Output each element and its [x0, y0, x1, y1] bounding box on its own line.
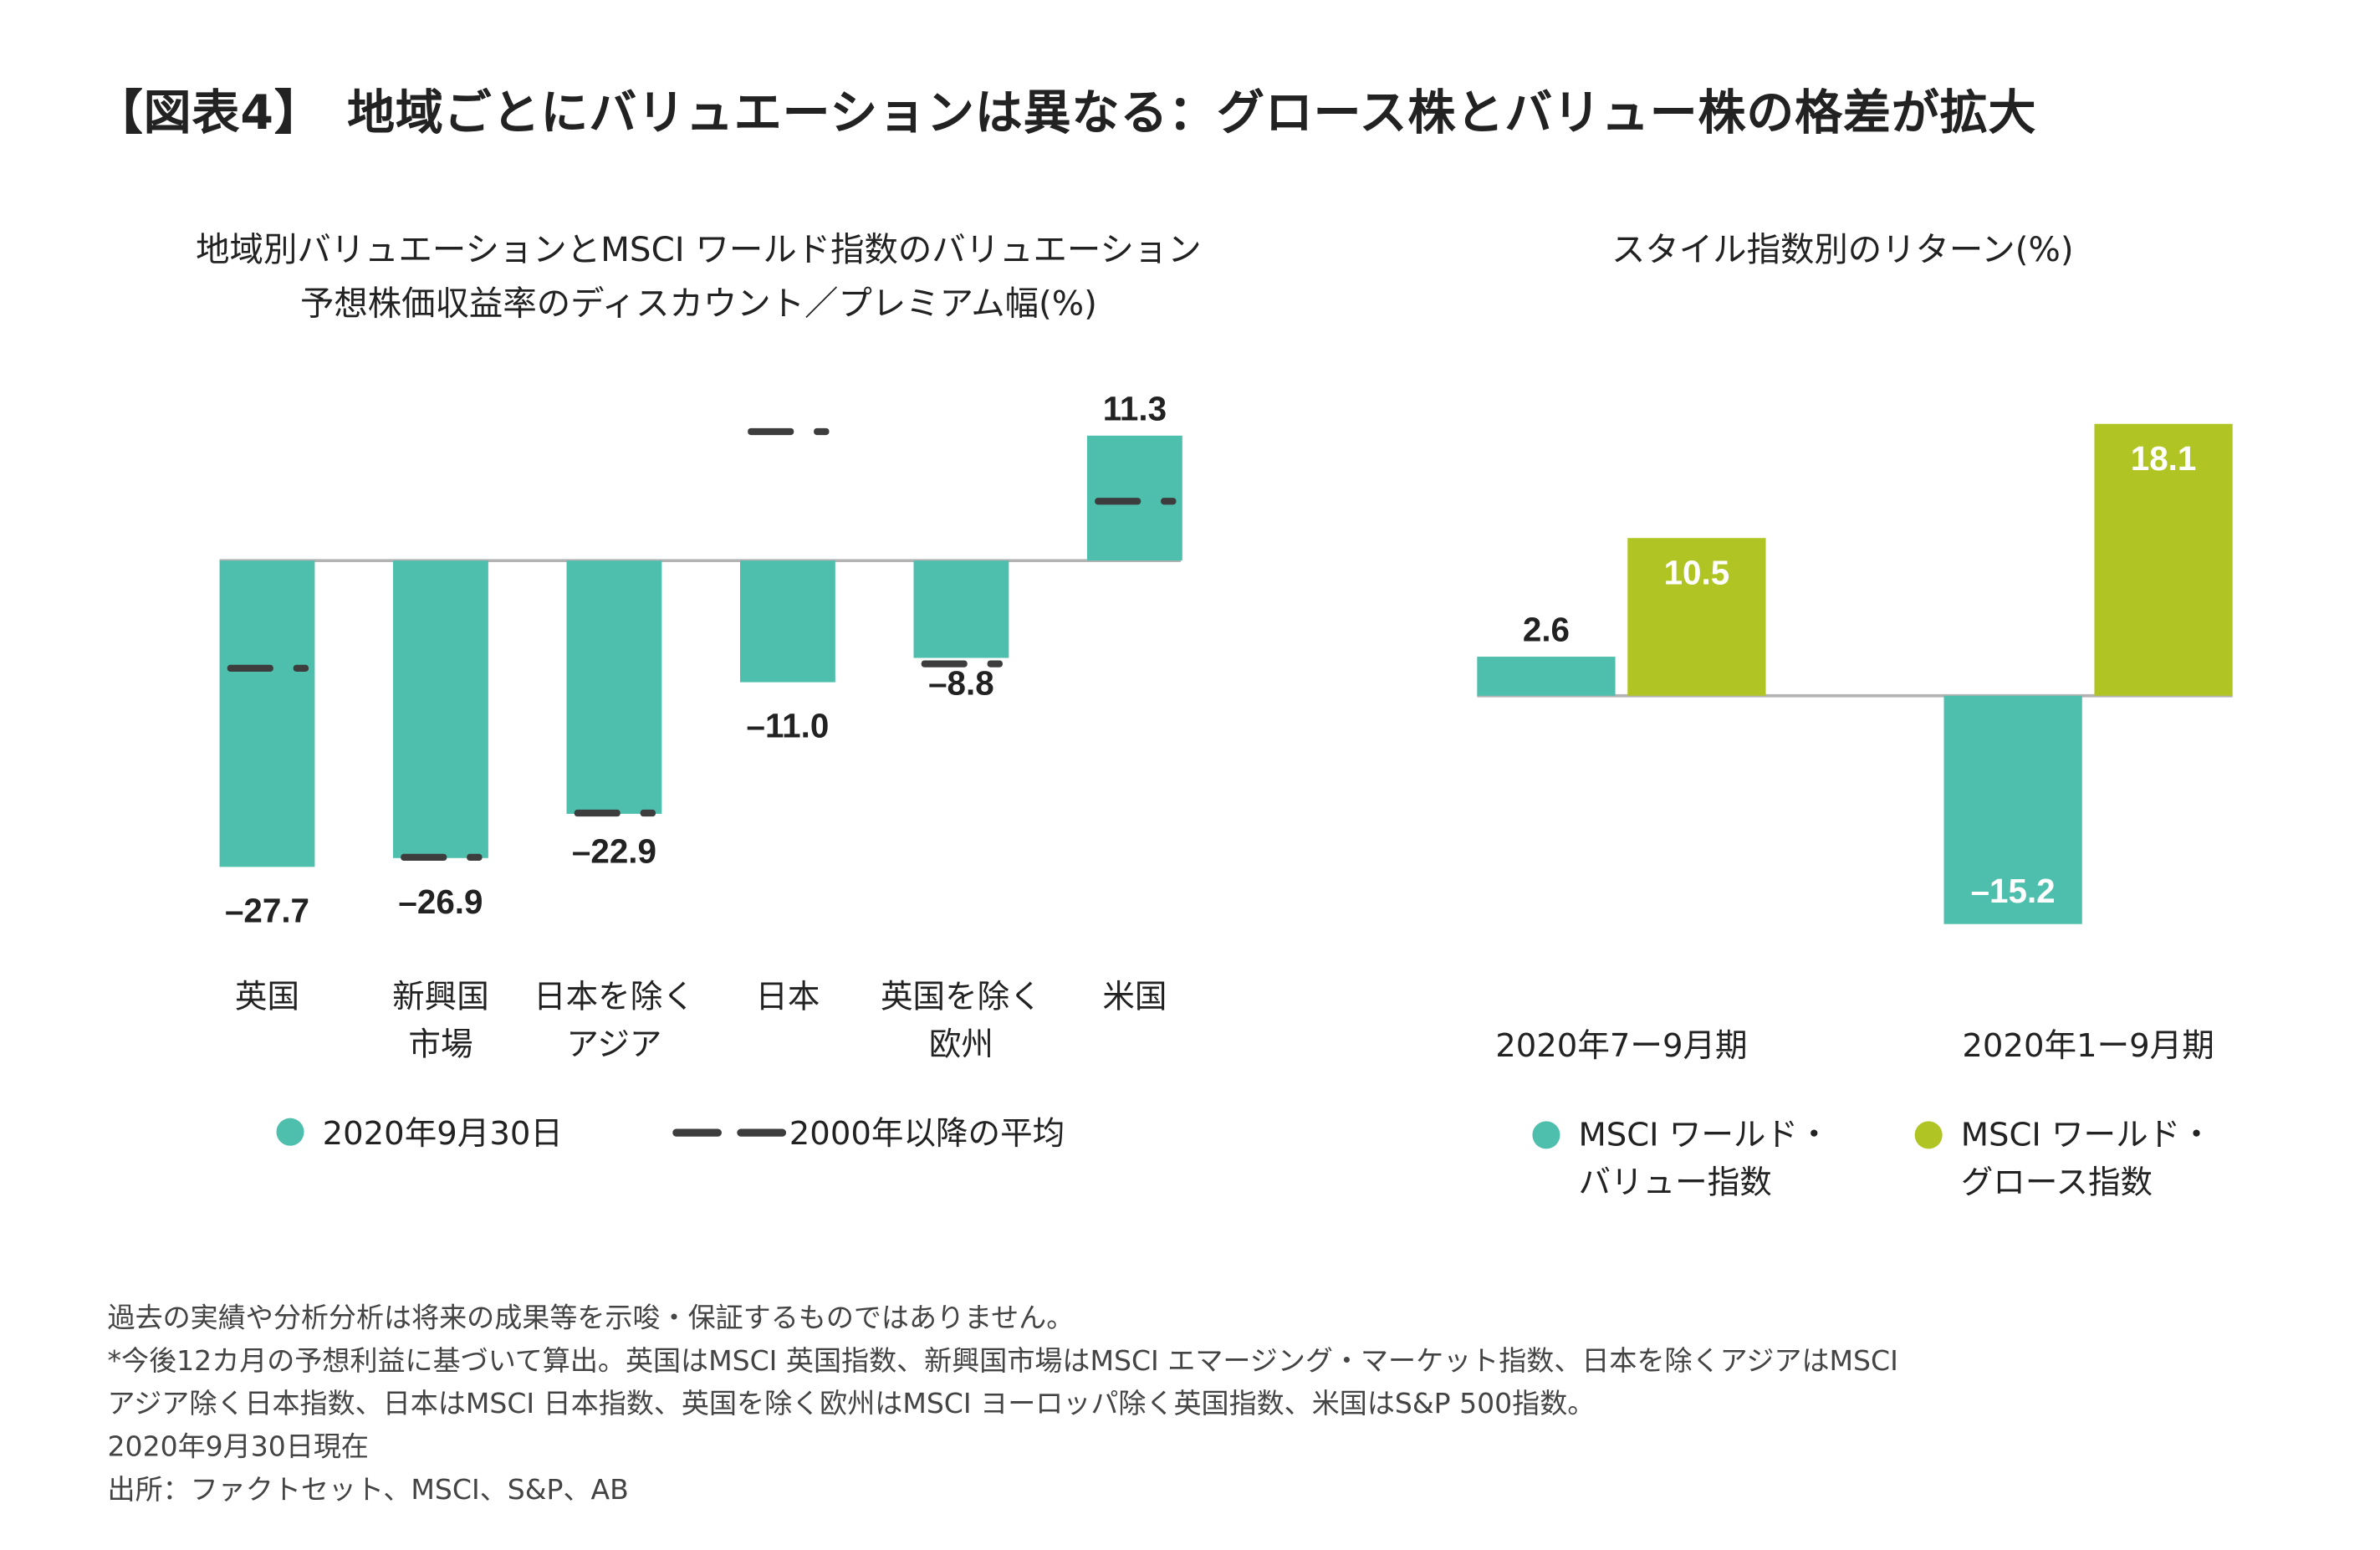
legend-label: MSCI ワールド・	[1578, 1116, 1831, 1154]
category-label-line: 日本	[755, 978, 820, 1015]
average-marker	[640, 809, 656, 817]
bar	[393, 560, 488, 858]
average-marker	[1161, 498, 1177, 505]
legend-item-growth: MSCI ワールド・ グロース指数	[1914, 1112, 2213, 1207]
footnote: 出所：ファクトセット、MSCI、S&P、AB	[107, 1474, 629, 1507]
footnote: アジア除く日本指数、日本はMSCI 日本指数、英国を除く欧州はMSCI ヨーロッ…	[107, 1388, 1596, 1421]
figure-title: 【図表4】 地域ごとにバリュエーションは異なる：グロース株とバリュー株の格差が拡…	[94, 85, 2037, 141]
footnote: 2020年9月30日現在	[107, 1431, 369, 1464]
average-marker	[293, 664, 309, 672]
average-marker	[987, 660, 1003, 668]
category-label-line: 英国	[234, 978, 300, 1015]
average-marker	[574, 809, 621, 817]
data-label: –11.0	[747, 707, 830, 745]
average-marker	[227, 664, 273, 672]
bar	[2094, 423, 2233, 696]
legend-dot-lime-icon	[1914, 1121, 1943, 1149]
average-marker	[921, 660, 968, 668]
left-chart-title-line2: 予想株価収益率のディスカウント／プレミアム幅(%)	[299, 285, 1097, 325]
category-label-line: 欧州	[928, 1026, 993, 1063]
data-label: –15.2	[1971, 872, 2056, 910]
data-label: 18.1	[2131, 439, 2197, 478]
legend-label: MSCI ワールド・	[1960, 1116, 2213, 1154]
category-label: 日本を除く アジア	[522, 974, 706, 1069]
bar	[219, 560, 315, 867]
legend-label: 2020年9月30日	[322, 1115, 563, 1153]
data-label: –22.9	[572, 832, 656, 871]
data-label: –8.8	[928, 664, 994, 703]
legend-label: グロース指数	[1960, 1164, 2153, 1201]
category-label: 英国を除く 欧州	[869, 974, 1053, 1069]
category-label: 英国	[175, 974, 359, 1021]
average-marker	[814, 427, 830, 436]
footnotes: 過去の実績や分析分析は将来の成果等を示唆・保証するものではありません。 *今後1…	[108, 1298, 1898, 1513]
left-chart-title-line1: 地域別バリュエーションとMSCI ワールド指数のバリュエーション	[196, 232, 1202, 271]
category-label: 日本	[696, 974, 880, 1021]
bar	[913, 560, 1009, 658]
category-label: 2020年7ー9月期	[1495, 1027, 1748, 1065]
bar	[740, 560, 835, 683]
average-marker	[1095, 498, 1141, 505]
average-marker	[748, 427, 794, 436]
legend-dash-icon	[672, 1128, 787, 1137]
data-label: 10.5	[1664, 553, 1730, 591]
legend-item-value: MSCI ワールド・ バリュー指数	[1532, 1112, 1831, 1207]
category-label-line: 英国を除く	[881, 978, 1042, 1015]
category-label: 新興国 市場	[349, 974, 533, 1069]
bar	[566, 560, 662, 814]
category-label: 米国	[1043, 974, 1227, 1021]
left-chart-title: 地域別バリュエーションとMSCI ワールド指数のバリュエーション 予想株価収益率…	[92, 224, 1305, 332]
right-chart-title: スタイル指数別のリターン(%)	[1611, 232, 2074, 271]
average-marker	[467, 853, 483, 862]
category-label-line: 米国	[1102, 978, 1167, 1015]
legend-label: 2000年以降の平均	[789, 1115, 1065, 1153]
category-label-line: 市場	[408, 1026, 473, 1063]
footnote: *今後12カ月の予想利益に基づいて算出。英国はMSCI 英国指数、新興国市場はM…	[107, 1345, 1898, 1378]
bar	[1477, 657, 1616, 696]
bar	[1627, 538, 1766, 696]
legend-dot-teal-icon	[276, 1118, 304, 1146]
data-label: 2.6	[1523, 611, 1570, 649]
legend-item-current: 2020年9月30日	[276, 1111, 563, 1159]
legend-item-average: 2000年以降の平均	[672, 1111, 1065, 1159]
data-label: –26.9	[398, 882, 483, 921]
legend-dot-teal-icon	[1532, 1121, 1560, 1149]
footnote: 過去の実績や分析分析は将来の成果等を示唆・保証するものではありません。	[107, 1302, 1075, 1335]
data-label: 11.3	[1103, 389, 1167, 427]
legend-label: バリュー指数	[1578, 1164, 1772, 1201]
average-marker	[401, 853, 447, 862]
category-label-line: アジア	[566, 1026, 662, 1063]
data-label: –27.7	[225, 891, 309, 929]
category-label: 2020年1ー9月期	[1962, 1027, 2214, 1065]
category-label-line: 新興国	[392, 978, 489, 1015]
category-label-line: 日本を除く	[534, 978, 695, 1015]
bar	[1943, 695, 2082, 924]
